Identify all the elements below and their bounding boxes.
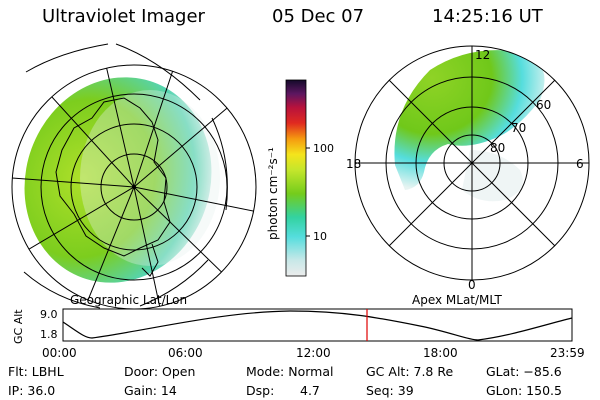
timeline-ytick-9: 9.0 bbox=[40, 308, 58, 321]
emission-faint-edge-left bbox=[80, 90, 220, 266]
seq-label: Seq: 39 bbox=[366, 383, 414, 398]
door-label: Door: Open bbox=[124, 364, 196, 379]
mode-label: Mode: Normal bbox=[246, 364, 334, 379]
mlt-label-0: 0 bbox=[468, 278, 476, 292]
magnetic-map: 12 18 6 0 60 70 80 bbox=[346, 45, 590, 292]
mlt-label-6: 6 bbox=[576, 157, 584, 171]
ip-label: IP: 36.0 bbox=[8, 383, 56, 398]
auroral-emission-right bbox=[394, 50, 545, 190]
mlt-label-12: 12 bbox=[475, 48, 490, 62]
geographic-map bbox=[11, 43, 257, 310]
timeline-frame bbox=[62, 308, 573, 342]
timeline-xtick-1200: 12:00 bbox=[296, 346, 331, 360]
coastline-antarctica bbox=[55, 97, 171, 257]
filter-label: Flt: LBHL bbox=[8, 364, 64, 379]
date-label: 05 Dec 07 bbox=[272, 6, 365, 27]
auroral-emission-left bbox=[24, 77, 212, 283]
terminator-arcs-left bbox=[23, 43, 228, 309]
mlat-label-80: 80 bbox=[490, 141, 505, 155]
pole-marker bbox=[132, 185, 136, 189]
timeline-xtick-1800: 18:00 bbox=[423, 346, 458, 360]
timeline-xtick-0600: 06:00 bbox=[168, 346, 203, 360]
mlat-label-70: 70 bbox=[511, 121, 526, 135]
gc-alt-label: GC Alt: 7.8 Re bbox=[366, 364, 454, 379]
dsp-value: 4.7 bbox=[300, 383, 320, 398]
colorbar: 100 10 photon cm⁻²s⁻¹ bbox=[266, 79, 334, 277]
colorbar-tick-10: 10 bbox=[313, 230, 327, 243]
coastline-peninsula bbox=[141, 243, 159, 277]
colorbar-ramp bbox=[285, 79, 307, 277]
dsp-label: Dsp: bbox=[246, 383, 275, 398]
left-panel-caption: Geographic Lat/Lon bbox=[70, 293, 187, 307]
mlat-label-60: 60 bbox=[536, 98, 551, 112]
glon-label: GLon: 150.5 bbox=[486, 383, 562, 398]
header-bar: Ultraviolet Imager 05 Dec 07 14:25:16 UT bbox=[0, 0, 600, 30]
right-panel-caption: Apex MLat/MLT bbox=[412, 293, 502, 307]
emission-faint-right bbox=[462, 150, 523, 202]
gain-label: Gain: 14 bbox=[124, 383, 177, 398]
instrument-title: Ultraviolet Imager bbox=[42, 6, 205, 27]
timeline-xtick-0000: 00:00 bbox=[42, 346, 77, 360]
altitude-curve bbox=[62, 310, 573, 341]
altitude-timeline: GC Alt 9.0 1.8 00:00 06:00 12:00 18:00 2… bbox=[12, 308, 585, 360]
mlt-label-18: 18 bbox=[346, 157, 361, 171]
colorbar-tick-100: 100 bbox=[313, 142, 334, 155]
colorbar-unit-label: photon cm⁻²s⁻¹ bbox=[266, 147, 280, 240]
glat-label: GLat: −85.6 bbox=[486, 364, 562, 379]
timeline-ylabel: GC Alt bbox=[12, 309, 25, 344]
timeline-ytick-1-8: 1.8 bbox=[40, 328, 58, 341]
time-label: 14:25:16 UT bbox=[432, 6, 543, 27]
timeline-xtick-2359: 23:59 bbox=[550, 346, 585, 360]
mlt-grid bbox=[355, 46, 589, 280]
